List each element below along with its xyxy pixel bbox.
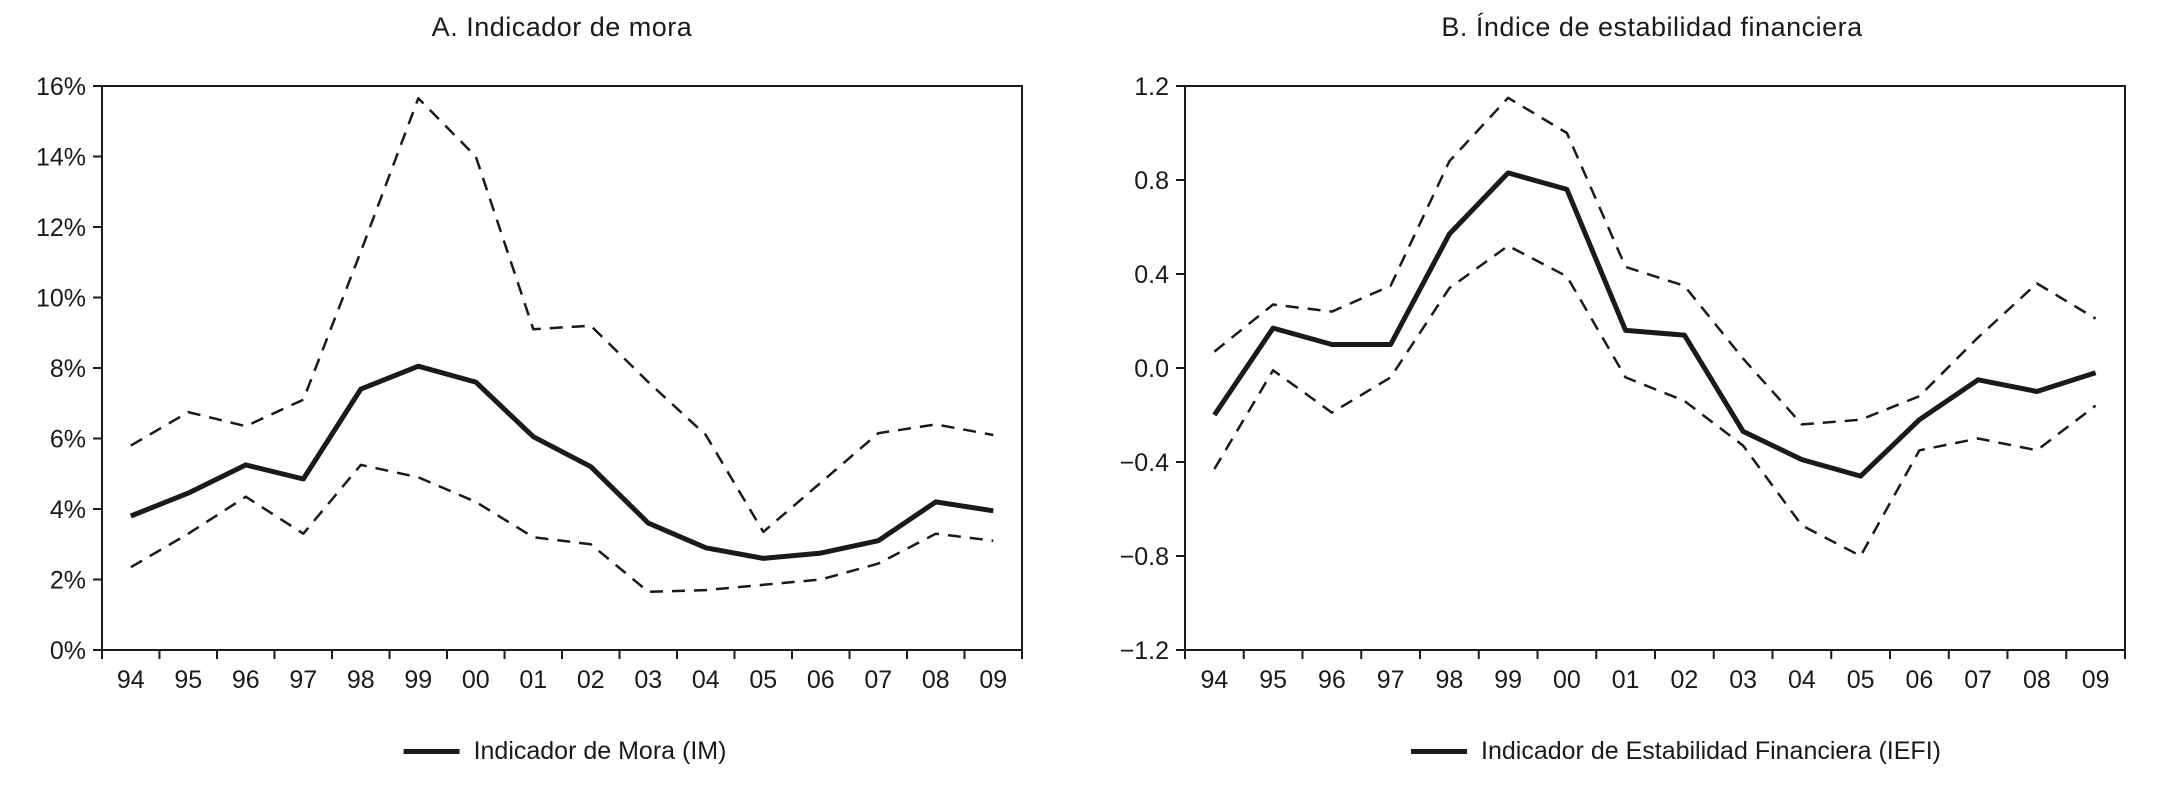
panel-b-y-tick-label: −1.2: [1120, 637, 1169, 665]
panel-a-legend-line-sample: [403, 749, 460, 754]
panel-a-y-tick-label: 2%: [50, 567, 86, 595]
panel-b-legend-label: Indicador de Estabilidad Financiera (IEF…: [1481, 737, 1941, 765]
panel-a-x-tick-label: 01: [519, 666, 547, 694]
panel-a-plot-border: [101, 85, 1023, 651]
panel-a-x-tick-label: 98: [347, 666, 375, 694]
panel-b-y-tick-label: 0.8: [1134, 167, 1169, 195]
panel-a-x-tick-label: 97: [289, 666, 317, 694]
panel-a-x-tick-label: 05: [749, 666, 777, 694]
panel-a-legend-label: Indicador de Mora (IM): [473, 737, 727, 765]
panel-a-x-tick-label: 94: [117, 666, 145, 694]
panel-a-x-tick-label: 96: [232, 666, 260, 694]
panel-b-x-tick-label: 01: [1612, 666, 1640, 694]
panel-b-x-tick-label: 06: [1905, 666, 1933, 694]
panel-a-x-tick-label: 95: [174, 666, 202, 694]
panel-b-y-tick-label: 0.0: [1134, 355, 1169, 383]
panel-b-x-tick-label: 09: [2082, 666, 2110, 694]
panel-a-y-tick-label: 6%: [50, 426, 86, 454]
panel-a-x-tick-label: 07: [864, 666, 892, 694]
panel-a-x-tick-label: 08: [922, 666, 950, 694]
panel-a-y-tick-label: 12%: [36, 214, 86, 242]
panel-a-y-tick-label: 14%: [36, 144, 86, 172]
panel-a-y-tick-label: 10%: [36, 285, 86, 313]
panel-b-iefi-line: [1212, 170, 2097, 479]
panel-b-lower-band-line: [1213, 244, 2097, 558]
panel-b-y-tick-label: −0.4: [1120, 449, 1169, 477]
panel-b-x-tick-label: 95: [1259, 666, 1287, 694]
panel-b-y-tick-label: −0.8: [1120, 543, 1169, 571]
panel-b-x-tick-label: 02: [1670, 666, 1698, 694]
panel-a-y-tick-label: 0%: [50, 637, 86, 665]
panel-a-upper-band-line: [130, 97, 994, 534]
panel-a-y-tick-label: 4%: [50, 496, 86, 524]
panel-b-y-tick-label: 1.2: [1134, 73, 1169, 101]
panel-b-x-tick-label: 96: [1318, 666, 1346, 694]
panel-b-legend: Indicador de Estabilidad Financiera (IEF…: [1411, 737, 1941, 766]
panel-a-x-tick-label: 03: [634, 666, 662, 694]
panel-b-x-tick-label: 00: [1553, 666, 1581, 694]
panel-b-x-tick-label: 98: [1435, 666, 1463, 694]
panel-b-plot-border: [1184, 85, 2126, 651]
panel-b-legend-line-sample: [1411, 749, 1468, 754]
panel-b-x-tick-label: 07: [1964, 666, 1992, 694]
panel-a-x-tick-label: 04: [692, 666, 720, 694]
panel-a-x-tick-label: 09: [979, 666, 1007, 694]
panel-a-y-tick-label: 8%: [50, 355, 86, 383]
panel-a-im-line: [129, 363, 994, 561]
panel-b-x-tick-label: 97: [1377, 666, 1405, 694]
panel-a-y-tick-label: 16%: [36, 73, 86, 101]
panel-b-upper-band-line: [1213, 96, 2097, 426]
panel-a-x-tick-label: 06: [807, 666, 835, 694]
panel-a-x-tick-label: 99: [404, 666, 432, 694]
panel-b-x-tick-label: 99: [1494, 666, 1522, 694]
panel-b-x-tick-label: 08: [2023, 666, 2051, 694]
panel-a-x-tick-label: 02: [577, 666, 605, 694]
panel-a-legend: Indicador de Mora (IM): [403, 737, 727, 766]
panel-b-x-tick-label: 04: [1788, 666, 1816, 694]
panel-a-x-tick-label: 00: [462, 666, 490, 694]
panel-b-y-tick-label: 0.4: [1134, 261, 1169, 289]
panel-b-x-tick-label: 94: [1200, 666, 1228, 694]
panel-a-title: A. Indicador de mora: [431, 12, 693, 42]
panel-b-title: B. Índice de estabilidad financiera: [1441, 12, 1863, 42]
panel-b-x-tick-label: 05: [1847, 666, 1875, 694]
panel-a-lower-band-line: [130, 463, 994, 594]
panel-b-x-tick-label: 03: [1729, 666, 1757, 694]
